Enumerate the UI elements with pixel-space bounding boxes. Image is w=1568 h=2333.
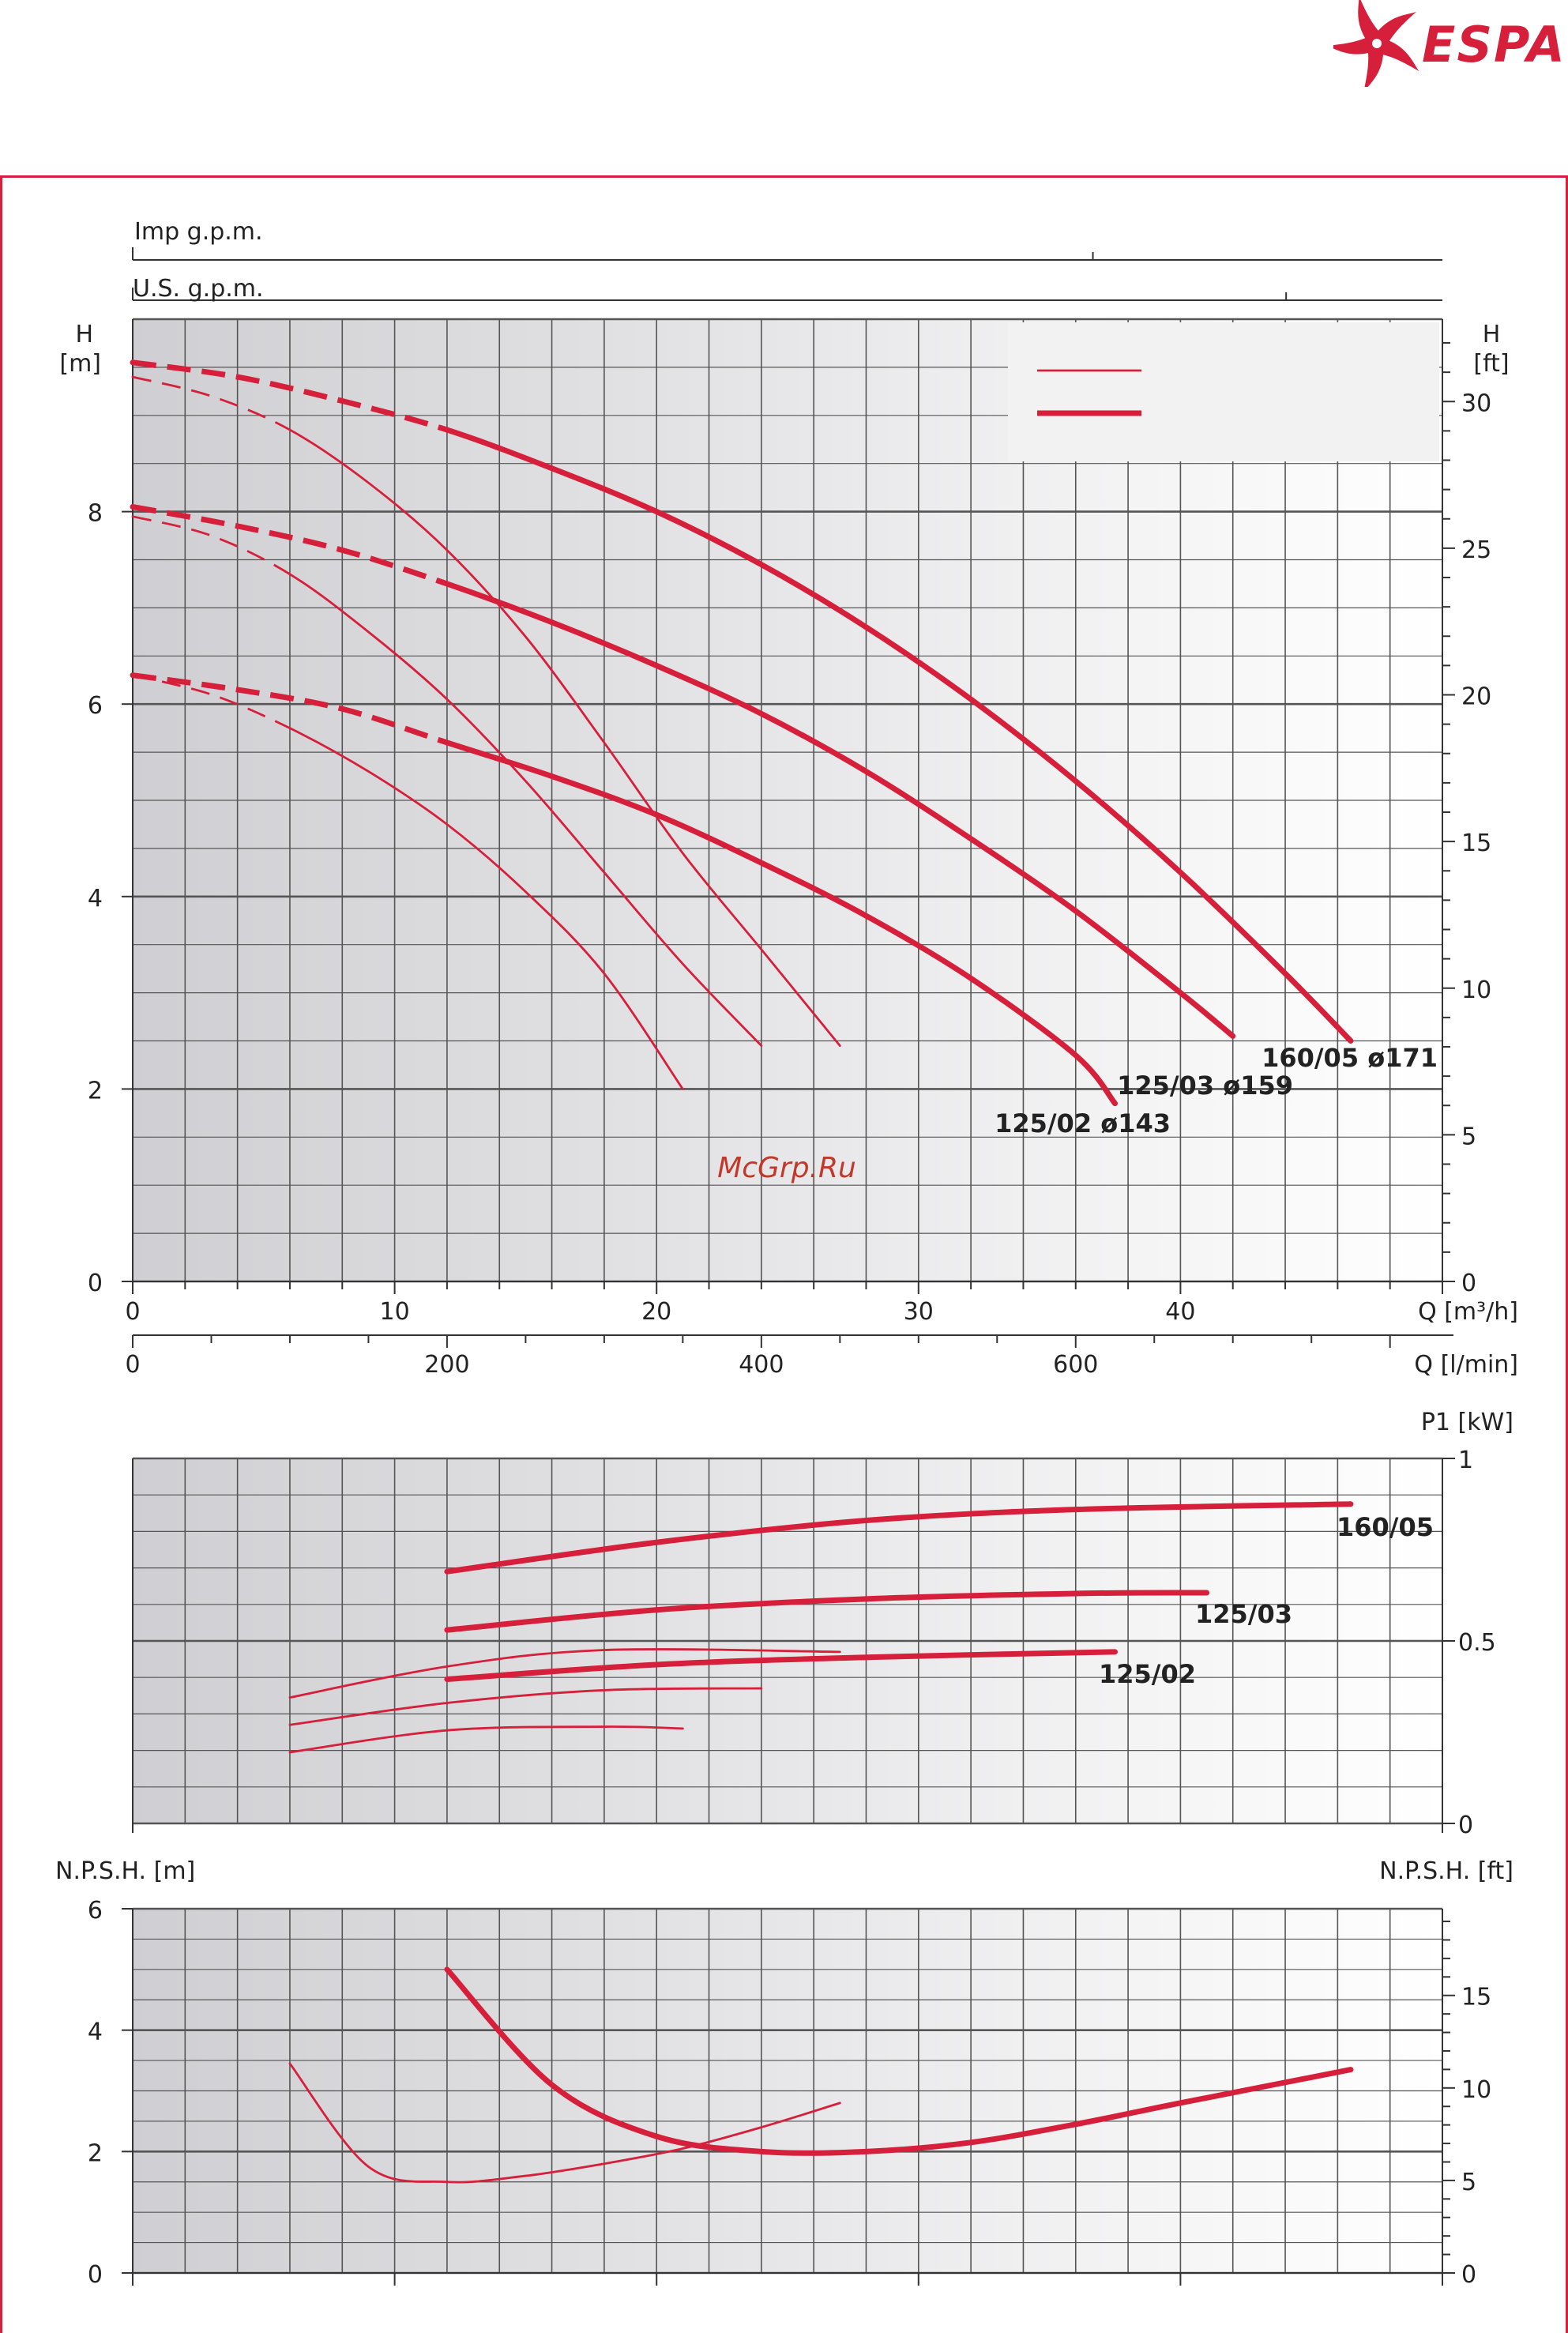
npsh-tick-label: 2 [88, 2139, 103, 2167]
y-axis-right-label-ft: [ft] [1473, 350, 1509, 378]
head-curve-4-dashed [132, 375, 290, 431]
npsh-axis-label: N.P.S.H. [m] [55, 1857, 195, 1885]
watermark: McGrp.Ru [717, 1152, 856, 1184]
head-curve-3 [130, 672, 1118, 1107]
head-curve-5 [131, 515, 763, 1047]
x-tick-label-lmin: 600 [1053, 1351, 1098, 1379]
chart-frame [0, 175, 1568, 2333]
power-curve-5 [288, 1687, 763, 1726]
curve-label-1: 160/05 ø171 [1262, 1043, 1438, 1073]
power-curve-1 [444, 1501, 1354, 1575]
y-axis-right-label-h: H [1483, 321, 1501, 348]
power-curve-2 [444, 1590, 1210, 1633]
y-tick-label-ft: 30 [1461, 389, 1491, 417]
y-tick-label-ft: 15 [1461, 830, 1491, 857]
x-tick-label: 20 [641, 1298, 671, 1326]
x-axis-label: Q [m³/h] [1418, 1298, 1518, 1326]
power-curve-6 [288, 1725, 684, 1754]
y-tick-label-ft: 5 [1461, 1123, 1476, 1150]
y-tick-label-ft: 20 [1461, 683, 1491, 711]
x-tick-label: 30 [904, 1298, 934, 1326]
y-tick-label: 8 [88, 500, 103, 528]
y-tick-label-ft: 25 [1461, 536, 1491, 564]
power-tick-label: 0 [1458, 1812, 1473, 1839]
x-tick-label-lmin: 200 [424, 1351, 469, 1379]
y-tick-label: 6 [88, 692, 103, 720]
npsh-curve-1 [444, 1966, 1354, 2156]
head-curve-1 [130, 359, 1354, 1044]
y-tick-label-ft: 10 [1461, 976, 1491, 1004]
npsh-axis-label-right: N.P.S.H. [ft] [1379, 1857, 1513, 1885]
head-curve-1-dashed [132, 359, 447, 433]
espa-logo: ESPA [1326, 0, 1568, 92]
y-tick-label: 0 [88, 1270, 103, 1297]
npsh-tick-label-ft: 15 [1461, 1984, 1491, 2011]
power-tick-label: 0.5 [1458, 1629, 1496, 1657]
npsh-tick-label-ft: 5 [1461, 2169, 1476, 2196]
impeller-icon [1326, 0, 1419, 92]
npsh-tick-label: 6 [88, 1897, 103, 1925]
x-tick-label-lmin: 0 [125, 1351, 140, 1379]
power-curve-4 [288, 1648, 841, 1699]
top-axis-label-imp: Imp g.p.m. [134, 218, 263, 246]
npsh-tick-label-ft: 0 [1461, 2261, 1476, 2289]
y-tick-label: 2 [88, 1077, 103, 1104]
legend-box [1008, 322, 1439, 461]
power-label-1: 160/05 [1337, 1512, 1434, 1542]
head-curve-6-dashed [132, 674, 290, 730]
npsh-tick-label-ft: 10 [1461, 2076, 1491, 2104]
npsh-curve-2 [288, 2062, 841, 2184]
curve-label-2: 125/03 ø159 [1117, 1071, 1293, 1101]
brand-name: ESPA [1422, 16, 1566, 73]
power-tick-label: 1 [1458, 1447, 1473, 1474]
head-curve-6 [131, 674, 684, 1090]
x-tick-label: 40 [1165, 1298, 1195, 1326]
power-label-3: 125/02 [1099, 1659, 1196, 1689]
y-axis-label-h: H [75, 321, 93, 348]
x-tick-label: 10 [380, 1298, 410, 1326]
top-axis-label-us: U.S. g.p.m. [133, 275, 264, 303]
power-label-2: 125/03 [1195, 1599, 1292, 1629]
x-tick-label: 0 [125, 1298, 140, 1326]
npsh-tick-label: 4 [88, 2019, 103, 2046]
power-axis-label: P1 [kW] [1421, 1409, 1513, 1436]
head-curve-2 [130, 504, 1236, 1039]
y-axis-label-m: [m] [59, 350, 101, 378]
x-axis-label-lmin: Q [l/min] [1414, 1351, 1518, 1379]
npsh-tick-label: 0 [88, 2261, 103, 2289]
head-curve-3-dashed [132, 672, 447, 746]
curve-label-3: 125/02 ø143 [995, 1108, 1171, 1138]
y-tick-label-ft: 0 [1461, 1270, 1476, 1297]
power-curve-3 [444, 1649, 1118, 1683]
y-tick-label: 4 [88, 885, 103, 913]
x-tick-label-lmin: 400 [739, 1351, 784, 1379]
head-curve-4 [131, 375, 841, 1047]
